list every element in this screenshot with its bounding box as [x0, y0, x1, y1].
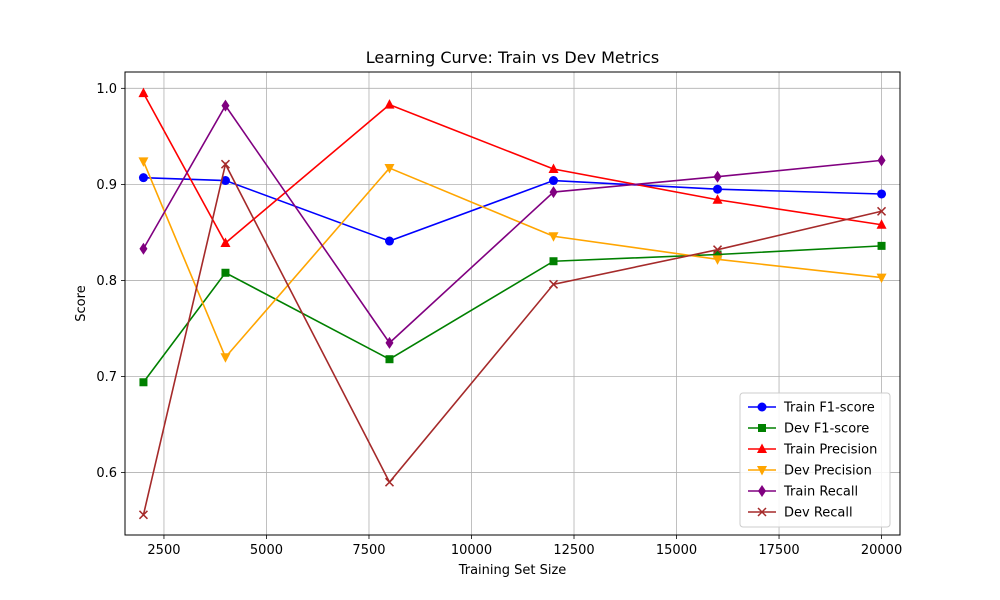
data-point-train-precision	[876, 219, 887, 229]
x-tick-label: 7500	[352, 543, 385, 558]
legend-marker	[758, 424, 766, 432]
legend-marker	[757, 443, 767, 453]
data-point-dev-recall	[138, 510, 148, 520]
y-axis-label: Score	[74, 285, 89, 321]
data-point-dev-f1-score	[221, 268, 230, 277]
data-point-dev-precision	[384, 164, 395, 174]
data-point-dev-precision	[220, 353, 231, 363]
x-tick-label: 2500	[147, 543, 180, 558]
series-group	[138, 87, 887, 520]
data-point-dev-precision	[138, 157, 149, 167]
series-dev-precision	[138, 157, 887, 363]
legend-marker	[757, 402, 767, 412]
data-point-dev-precision	[712, 255, 723, 265]
legend-label: Dev Recall	[784, 506, 853, 521]
legend-marker	[758, 485, 766, 497]
data-point-dev-precision	[876, 273, 887, 284]
legend-item-train-recall: Train Recall	[748, 485, 858, 500]
y-tick-label: 0.6	[96, 466, 117, 481]
data-point-dev-f1-score	[713, 250, 722, 259]
data-point-dev-f1-score	[877, 241, 886, 250]
y-axis: 0.6 0.7 0.8 0.9 1.0	[96, 82, 125, 481]
data-point-train-recall	[221, 99, 230, 112]
x-axis: 2500 5000 7500 10000 12500 15000 17500 20000	[147, 535, 902, 558]
x-tick-label: 20000	[861, 543, 902, 558]
data-point-dev-precision	[548, 232, 559, 242]
data-point-train-f1-score	[549, 176, 559, 186]
legend-marker	[757, 507, 767, 517]
series-line-train-f1-score	[143, 176, 882, 242]
data-point-dev-f1-score	[139, 378, 148, 387]
data-point-train-precision	[138, 87, 149, 98]
data-point-dev-f1-score	[385, 355, 394, 364]
data-point-train-precision	[548, 163, 559, 174]
data-point-train-recall	[713, 170, 722, 183]
series-train-f1-score	[138, 173, 887, 246]
y-tick-label: 0.8	[96, 274, 117, 289]
data-point-train-f1-score	[877, 189, 887, 199]
data-point-train-f1-score	[713, 184, 723, 194]
series-line-dev-precision	[142, 161, 882, 359]
legend-label: Train Recall	[783, 485, 858, 500]
x-tick-label: 17500	[758, 543, 799, 558]
legend-box	[739, 392, 891, 528]
data-point-dev-recall	[384, 477, 395, 487]
legend-item-train-precision: Train Precision	[748, 443, 877, 458]
data-point-dev-recall	[877, 206, 887, 216]
y-tick-label: 0.7	[96, 370, 117, 385]
data-point-train-recall	[877, 154, 886, 167]
data-point-train-f1-score	[384, 236, 394, 246]
series-line-dev-f1-score	[142, 245, 882, 383]
x-axis-label: Training Set Size	[458, 563, 567, 578]
series-train-recall	[139, 99, 886, 349]
legend-item-train-f1-score: Train F1-score	[748, 401, 875, 416]
data-point-dev-recall	[548, 279, 559, 289]
chart-title: Learning Curve: Train vs Dev Metrics	[366, 48, 659, 67]
y-tick-label: 0.9	[96, 178, 117, 193]
data-point-train-precision	[220, 237, 231, 247]
legend-item-dev-f1-score: Dev F1-score	[748, 422, 869, 437]
series-line-train-precision	[142, 92, 882, 245]
series-line-dev-recall	[142, 161, 882, 516]
data-point-train-precision	[712, 194, 723, 204]
plot-frame	[124, 71, 901, 536]
x-tick-label: 10000	[451, 543, 492, 558]
x-tick-label: 15000	[656, 543, 697, 558]
legend-label: Dev F1-score	[784, 422, 869, 437]
y-tick-label: 1.0	[96, 82, 117, 97]
data-point-dev-recall	[712, 245, 723, 255]
data-point-dev-recall	[220, 159, 230, 169]
x-tick-label: 5000	[250, 543, 283, 558]
legend-label: Train F1-score	[783, 401, 875, 416]
data-point-train-recall	[549, 186, 558, 199]
data-point-train-recall	[139, 242, 148, 255]
data-point-train-f1-score	[138, 173, 148, 183]
data-point-dev-f1-score	[549, 257, 558, 266]
data-point-train-precision	[384, 99, 395, 109]
legend-marker	[757, 466, 767, 476]
series-dev-f1-score	[139, 241, 886, 387]
data-point-train-recall	[385, 336, 394, 349]
legend-item-dev-recall: Dev Recall	[748, 506, 853, 521]
legend-label: Dev Precision	[784, 464, 872, 479]
legend: Train F1-score Dev F1-score Train Precisio…	[739, 392, 891, 528]
series-train-precision	[138, 87, 887, 247]
data-point-train-f1-score	[220, 176, 230, 186]
x-tick-label: 12500	[553, 543, 594, 558]
grid	[125, 72, 900, 535]
series-dev-recall	[138, 159, 887, 520]
legend-item-dev-precision: Dev Precision	[748, 464, 872, 479]
series-line-train-recall	[142, 104, 882, 345]
legend-label: Train Precision	[783, 443, 877, 458]
